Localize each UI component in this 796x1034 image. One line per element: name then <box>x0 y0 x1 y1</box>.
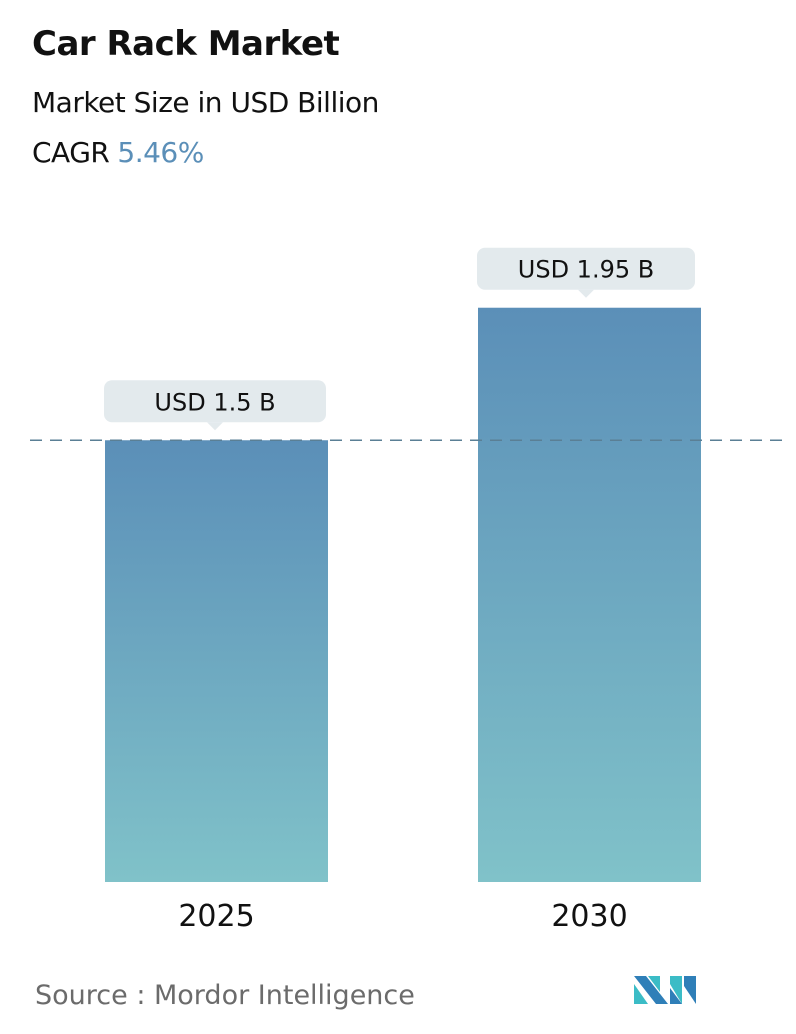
chart-title: Car Rack Market <box>32 24 340 64</box>
data-label-pointer <box>578 289 594 298</box>
source-text: Source : Mordor Intelligence <box>35 980 415 1011</box>
x-tick-label: 2025 <box>178 899 254 934</box>
data-label-box <box>104 380 326 423</box>
data-label-box <box>477 247 695 290</box>
cagr-label: CAGR <box>32 136 110 169</box>
data-label: USD 1.5 B <box>154 388 275 416</box>
data-label: USD 1.95 B <box>518 256 654 284</box>
cagr-value: 5.46% <box>117 136 204 169</box>
bar-2025 <box>105 440 328 882</box>
mordor-logo <box>634 976 696 1004</box>
chart-subtitle: Market Size in USD Billion <box>32 86 379 119</box>
bar-chart: USD 1.5 B 2025 USD 1.95 B 2030 <box>30 247 790 934</box>
x-tick-label: 2030 <box>551 899 627 934</box>
data-label-pointer <box>207 422 223 431</box>
cagr: CAGR 5.46% <box>32 136 204 169</box>
bar-2030 <box>478 307 701 883</box>
